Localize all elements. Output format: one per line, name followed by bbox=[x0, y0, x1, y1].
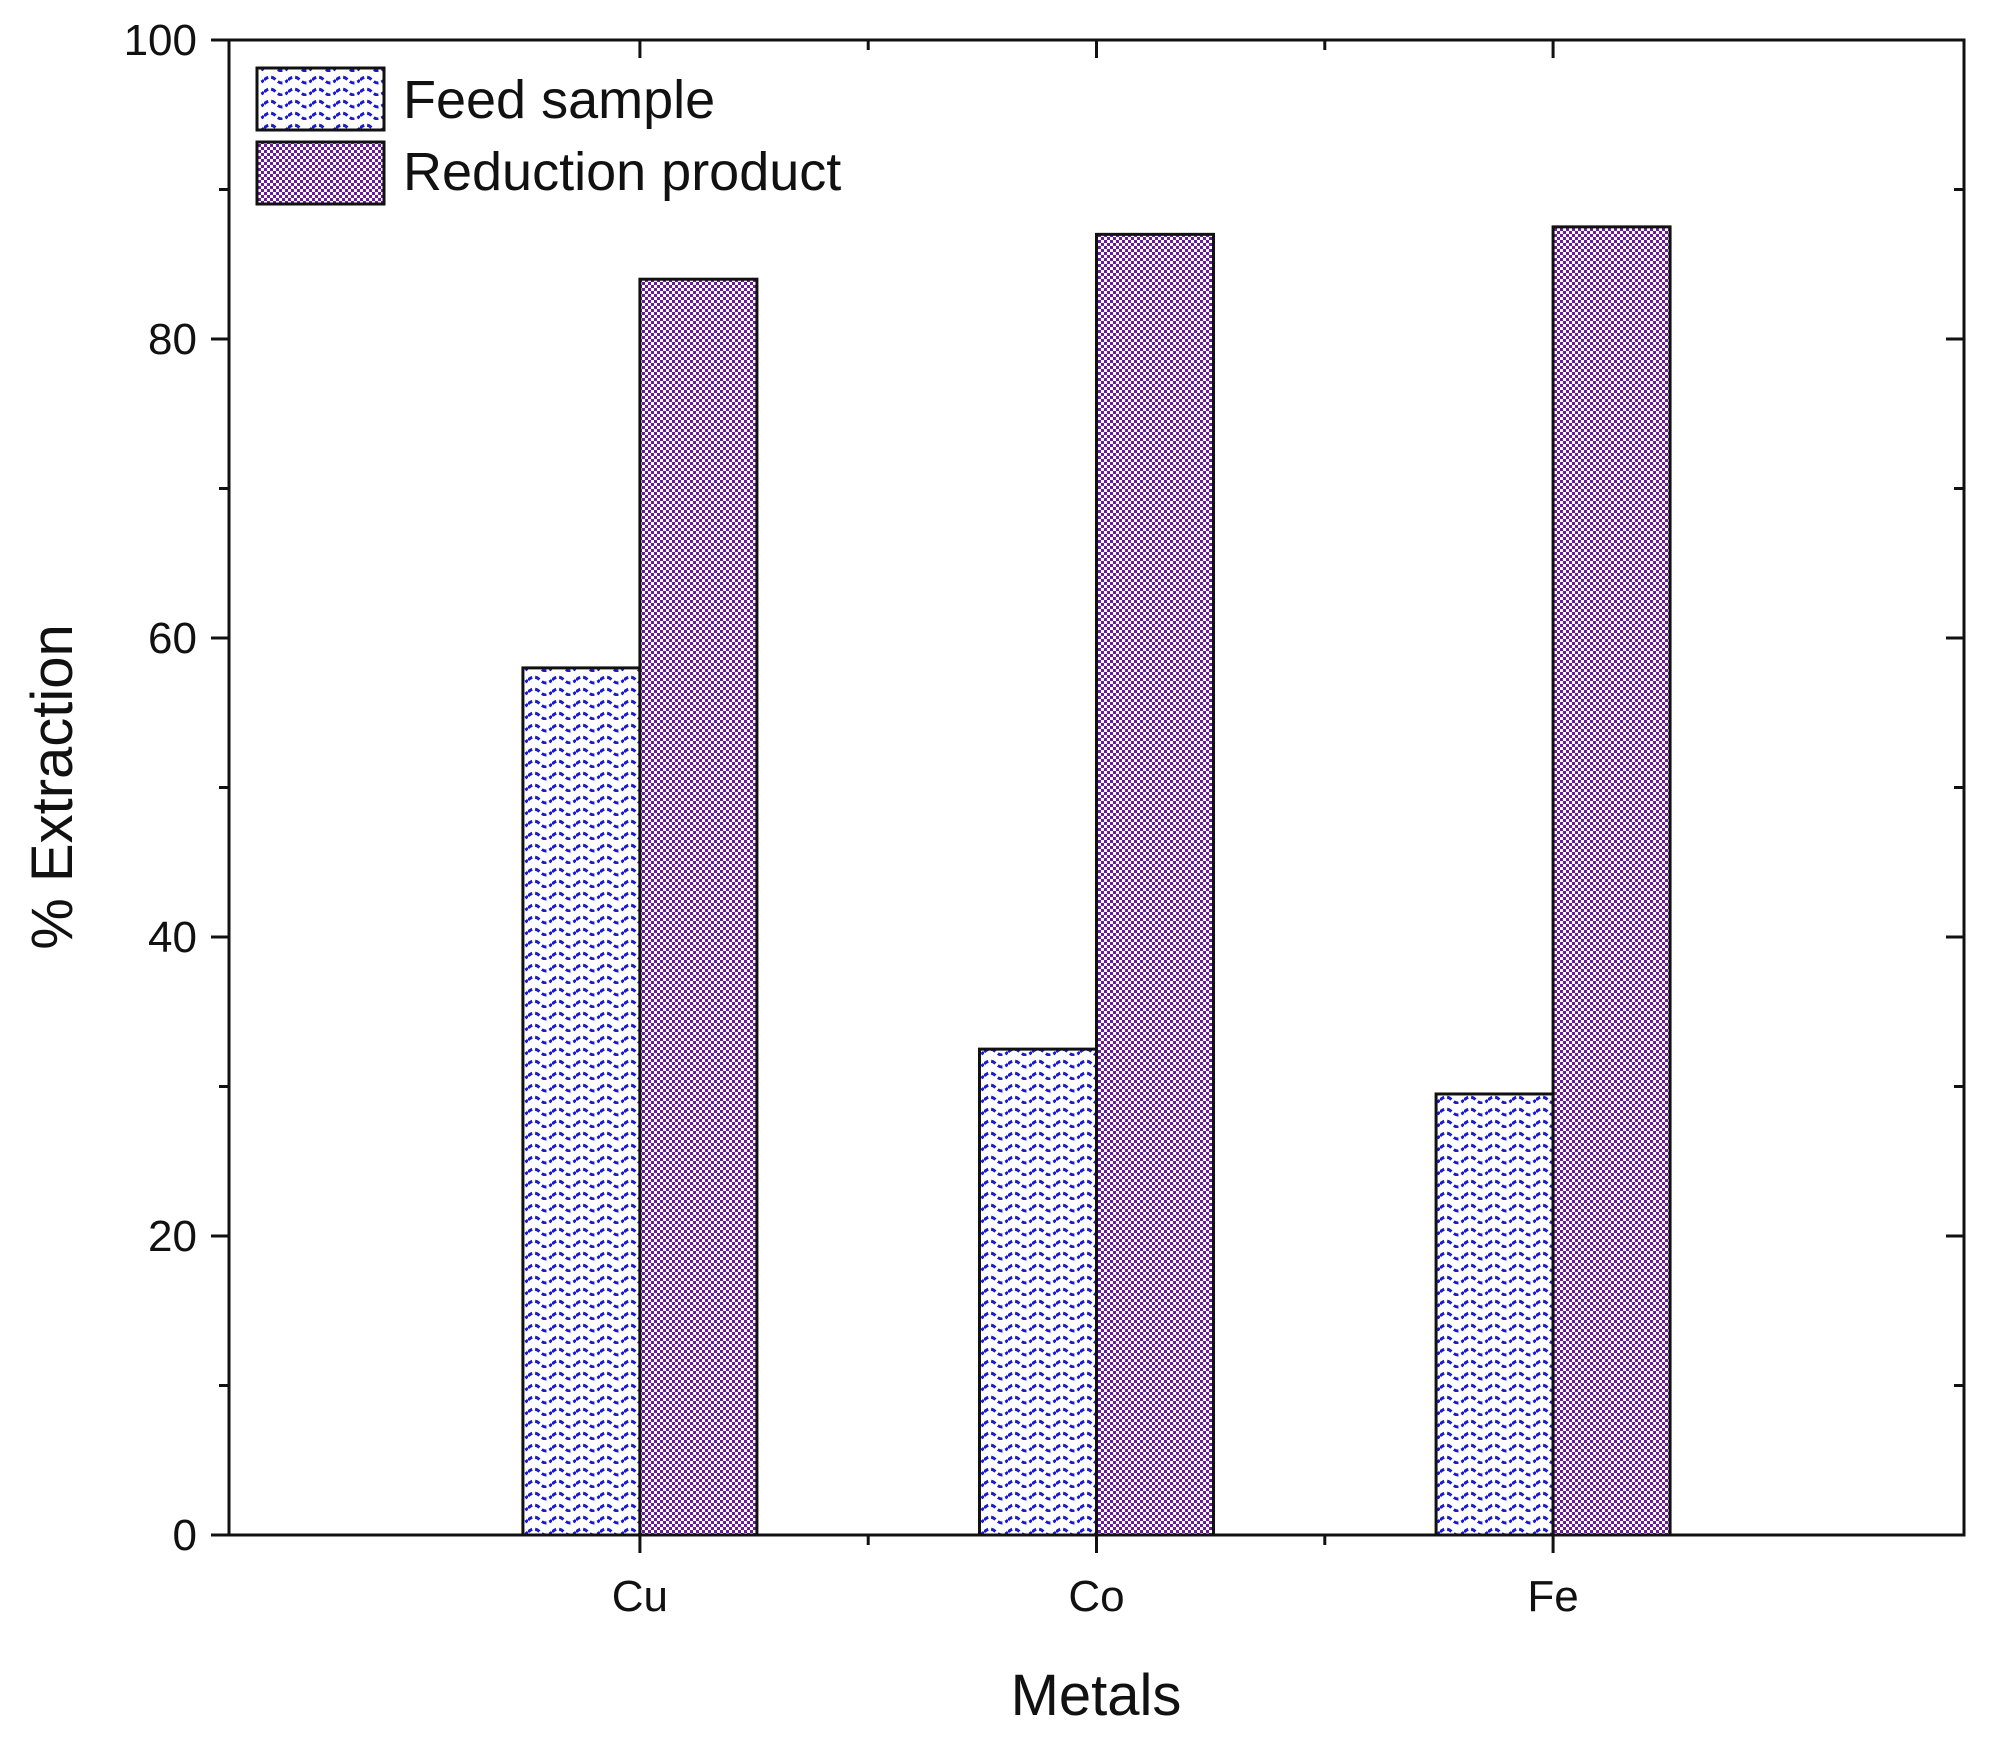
bar-feed-sample-fe bbox=[1436, 1094, 1553, 1535]
bar-chart: 020406080100 CuCoFe Metals % Extraction … bbox=[0, 0, 1991, 1738]
legend: Feed sample Reduction product bbox=[257, 68, 841, 204]
bar-feed-sample-co bbox=[980, 1049, 1097, 1535]
legend-label-reduction-product: Reduction product bbox=[403, 142, 841, 202]
legend-swatch-feed-sample bbox=[257, 68, 384, 130]
x-tick-label-fe: Fe bbox=[1527, 1572, 1578, 1621]
bar-reduction-product-cu bbox=[640, 279, 757, 1535]
bar-reduction-product-fe bbox=[1553, 227, 1670, 1535]
bars bbox=[523, 227, 1670, 1535]
x-axis-title: Metals bbox=[1011, 1663, 1182, 1728]
bar-reduction-product-co bbox=[1097, 234, 1214, 1535]
legend-swatch-reduction-product bbox=[257, 142, 384, 204]
y-tick-label: 100 bbox=[124, 16, 197, 65]
y-tick-label: 20 bbox=[148, 1212, 197, 1261]
y-tick-label: 60 bbox=[148, 614, 197, 663]
legend-label-feed-sample: Feed sample bbox=[403, 70, 715, 130]
x-tick-label-co: Co bbox=[1068, 1572, 1124, 1621]
y-tick-label: 0 bbox=[173, 1511, 197, 1560]
bar-feed-sample-cu bbox=[523, 668, 640, 1535]
y-tick-label: 40 bbox=[148, 913, 197, 962]
x-tick-label-cu: Cu bbox=[612, 1572, 668, 1621]
y-tick-label: 80 bbox=[148, 315, 197, 364]
y-axis-title: % Extraction bbox=[20, 624, 85, 950]
